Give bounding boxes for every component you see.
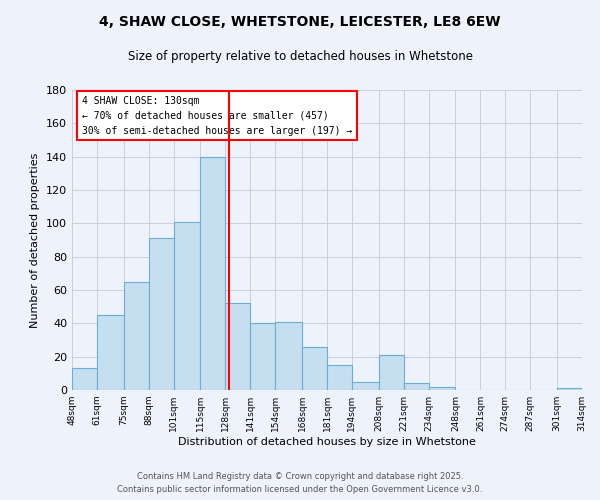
Bar [200,156,226,390]
Bar [327,365,352,390]
Bar [428,386,455,390]
Text: Size of property relative to detached houses in Whetstone: Size of property relative to detached ho… [128,50,473,63]
Bar [352,382,379,390]
Bar [302,346,327,390]
Bar [275,322,302,390]
Y-axis label: Number of detached properties: Number of detached properties [31,152,40,328]
Text: 4, SHAW CLOSE, WHETSTONE, LEICESTER, LE8 6EW: 4, SHAW CLOSE, WHETSTONE, LEICESTER, LE8… [99,15,501,29]
Text: Contains HM Land Registry data © Crown copyright and database right 2025.: Contains HM Land Registry data © Crown c… [137,472,463,481]
Bar [173,222,200,390]
Text: Contains public sector information licensed under the Open Government Licence v3: Contains public sector information licen… [118,485,482,494]
Bar [404,384,428,390]
Bar [250,324,275,390]
Bar [226,304,250,390]
Bar [72,368,97,390]
Bar [149,238,173,390]
Bar [557,388,582,390]
Bar [124,282,149,390]
X-axis label: Distribution of detached houses by size in Whetstone: Distribution of detached houses by size … [178,437,476,447]
Text: 4 SHAW CLOSE: 130sqm
← 70% of detached houses are smaller (457)
30% of semi-deta: 4 SHAW CLOSE: 130sqm ← 70% of detached h… [82,96,352,136]
Bar [97,315,124,390]
Bar [379,355,404,390]
